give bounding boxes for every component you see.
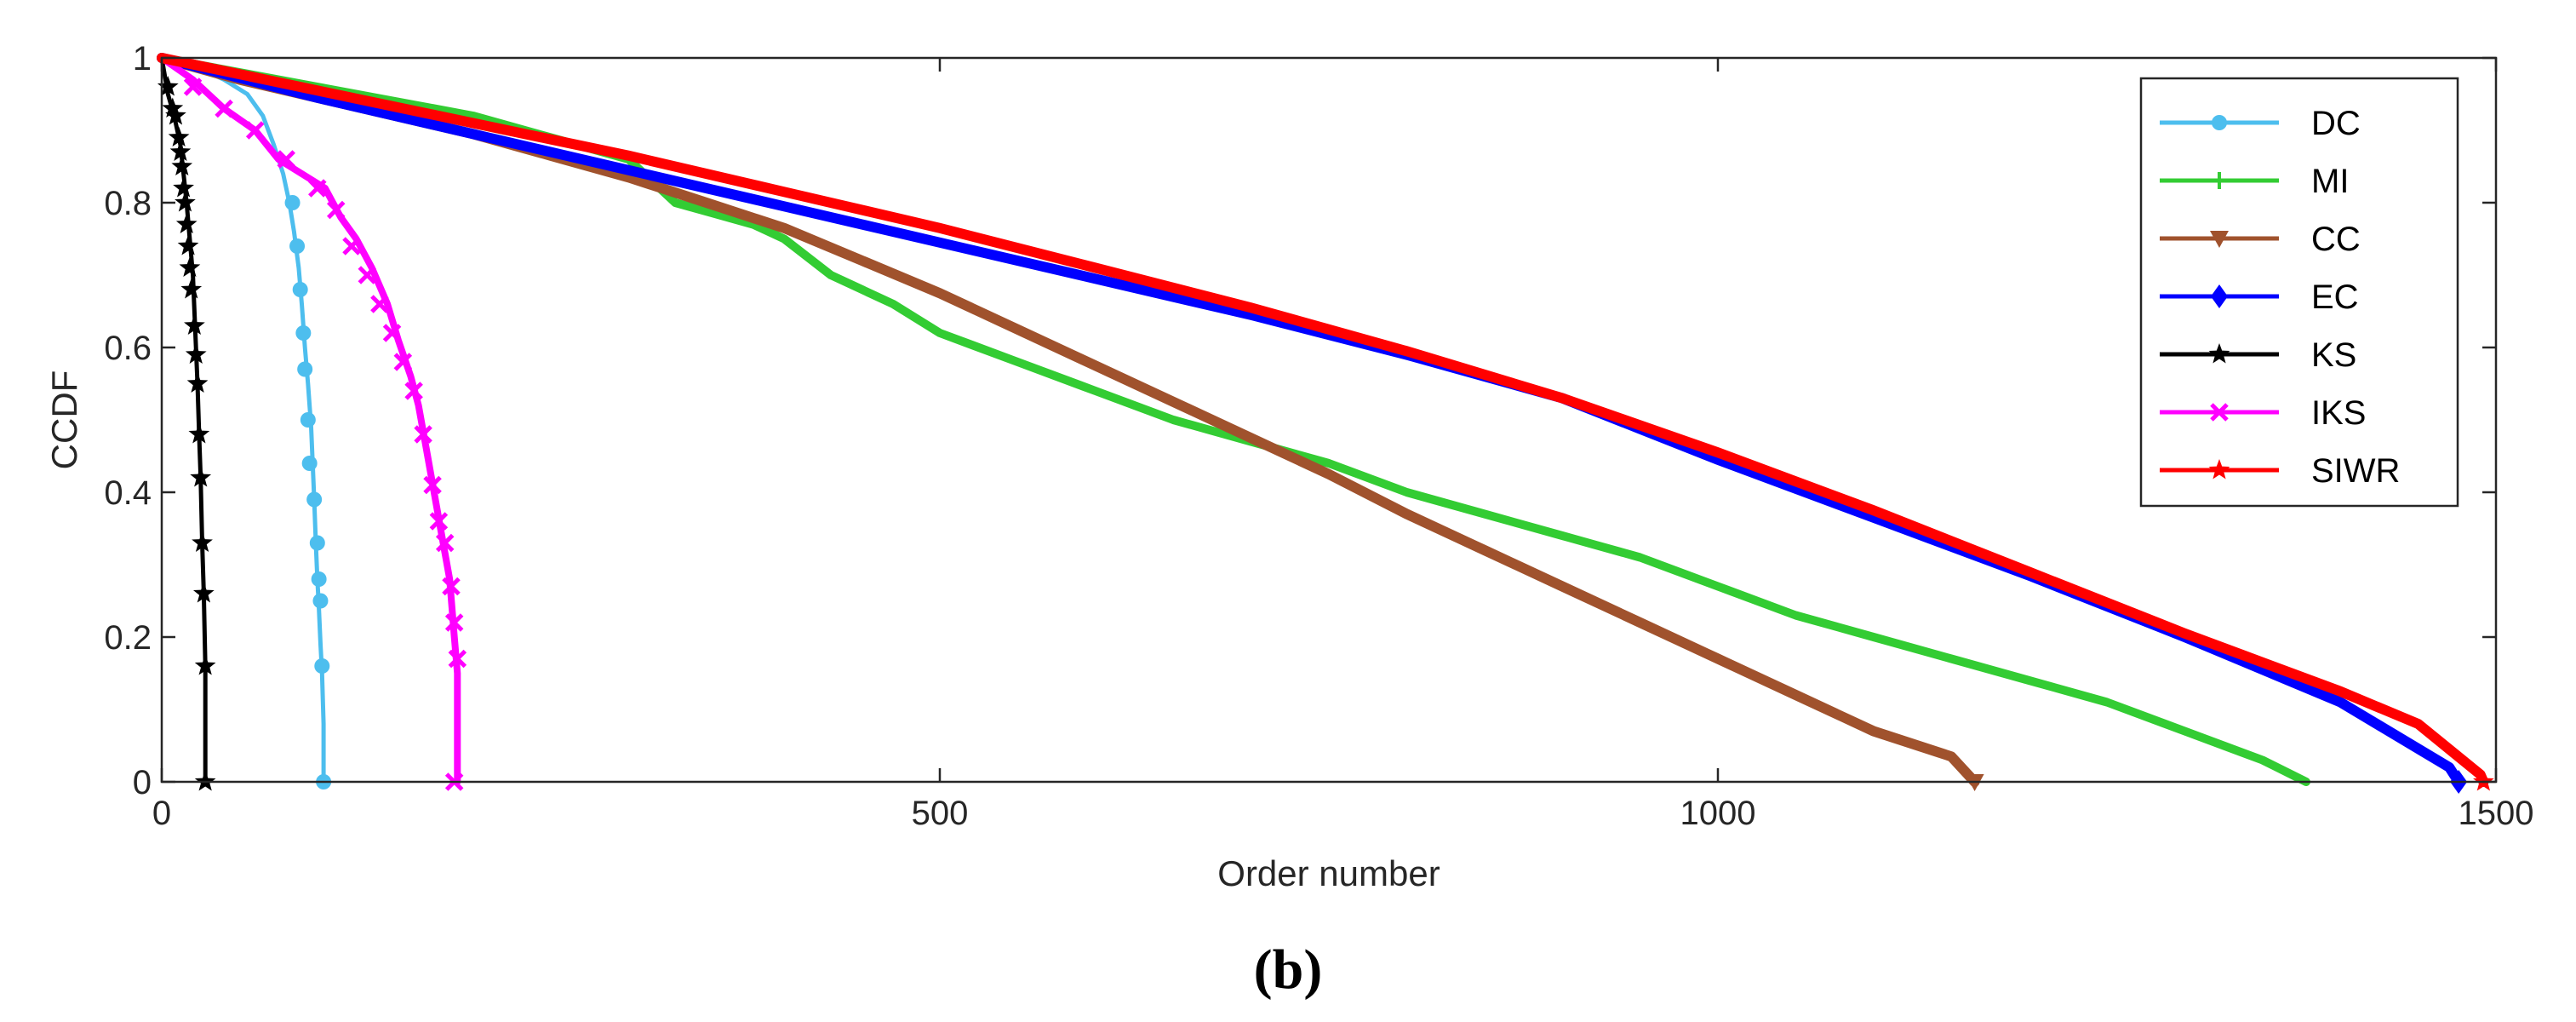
series-marker-iks	[326, 200, 346, 220]
series-marker-dc	[314, 658, 330, 674]
y-tick-label: 0.8	[104, 185, 152, 222]
series-marker-iks	[414, 425, 432, 444]
series-marker-dc	[312, 593, 329, 609]
series-line-iks	[158, 55, 461, 785]
figure-caption: (b)	[1254, 939, 1323, 1001]
x-tick-label: 500	[912, 795, 969, 832]
legend-entry-mi: MI	[2160, 163, 2349, 200]
series-marker-iks	[245, 121, 265, 140]
series-marker-iks	[435, 533, 455, 553]
series-marker-iks	[382, 324, 402, 342]
plot-background	[162, 58, 2496, 782]
axes-box	[160, 56, 2498, 784]
series-marker-dc	[292, 282, 308, 297]
legend-entry-siwr: SIWR	[2160, 452, 2400, 490]
series-marker-dc	[300, 412, 316, 428]
series-marker-iks	[277, 150, 296, 169]
series-marker-iks	[442, 577, 461, 596]
series-marker-ks	[177, 235, 199, 256]
series-marker-dc	[301, 456, 318, 471]
series-marker-iks	[429, 512, 449, 531]
series-marker-iks	[423, 475, 442, 495]
legend-marker-siwr	[2208, 459, 2230, 479]
series-marker-ks	[162, 97, 184, 118]
legend-label-siwr: SIWR	[2311, 452, 2400, 490]
y-axis-title: CCDF	[44, 370, 84, 470]
series-marker-dc	[311, 571, 327, 587]
y-tick-label: 0	[133, 764, 152, 801]
axes-layer: 0 500 1000 1500 0 0.2 0.4 0.6 0.8 1	[104, 40, 2533, 832]
legend-marker-ec	[2211, 284, 2228, 308]
legend-label-mi: MI	[2311, 163, 2349, 200]
legend-marker-iks	[2210, 403, 2229, 422]
legend-entry-ec: EC	[2160, 278, 2359, 316]
legend-entry-cc: CC	[2160, 221, 2361, 258]
legend-label-dc: DC	[2311, 105, 2361, 142]
series-marker-iks	[393, 353, 413, 371]
series-marker-ks	[169, 141, 192, 161]
series-marker-ks	[168, 126, 190, 146]
series-layer	[157, 53, 2494, 794]
legend-label-ec: EC	[2311, 278, 2359, 316]
series-marker-iks	[370, 295, 389, 313]
series-marker-ks	[193, 583, 215, 603]
series-marker-ks	[184, 314, 205, 335]
series-marker-ks	[190, 467, 212, 487]
y-tick-label: 0.4	[104, 474, 152, 512]
series-marker-ks	[175, 213, 197, 233]
legend-label-cc: CC	[2311, 221, 2361, 258]
x-tick-label: 1500	[2459, 795, 2534, 832]
x-tick-label: 1000	[1680, 795, 1756, 832]
legend-label-iks: IKS	[2311, 394, 2366, 432]
series-marker-ks	[192, 531, 213, 552]
y-tick-label: 0.2	[104, 619, 152, 657]
series-marker-dc	[306, 491, 323, 508]
series-marker-ks	[165, 105, 186, 125]
legend-marker-mi	[2211, 172, 2228, 189]
series-marker-ks	[173, 177, 194, 198]
series-marker-iks	[308, 179, 327, 198]
series-marker-iks	[444, 613, 464, 632]
series-marker-ks	[185, 343, 207, 364]
series-marker-dc	[284, 195, 301, 210]
series-marker-dc	[297, 361, 313, 377]
series-marker-ks	[188, 423, 210, 444]
series-marker-ks	[175, 192, 196, 212]
series-marker-ks	[180, 278, 203, 299]
legend: DC MI CC EC KS IKS SIWR	[2139, 77, 2459, 508]
x-axis-title: Order number	[1217, 853, 1440, 893]
legend-entry-dc: DC	[2160, 105, 2361, 142]
series-marker-ks	[171, 155, 193, 175]
legend-entry-iks: IKS	[2160, 394, 2366, 432]
y-tick-label: 1	[133, 40, 152, 78]
series-dc	[159, 55, 332, 789]
series-line-dc	[159, 55, 326, 784]
x-tick-label: 0	[152, 795, 171, 832]
legend-entry-ks: KS	[2160, 336, 2356, 374]
series-iks	[158, 55, 467, 791]
y-tick-label: 0.6	[104, 330, 152, 367]
legend-label-ks: KS	[2311, 336, 2356, 374]
series-marker-ks	[194, 655, 216, 675]
series-marker-ks	[186, 372, 209, 393]
series-marker-iks	[183, 78, 203, 96]
legend-box	[2139, 77, 2459, 508]
series-marker-iks	[215, 99, 233, 118]
series-marker-iks	[448, 649, 467, 669]
legend-marker-ks	[2208, 343, 2230, 364]
series-marker-dc	[289, 238, 306, 254]
series-marker-ks	[179, 256, 201, 277]
series-marker-dc	[295, 325, 312, 341]
legend-marker-dc	[2212, 115, 2227, 130]
series-line-siwr	[157, 53, 2489, 787]
legend-marker-cc	[2210, 231, 2229, 248]
series-marker-iks	[404, 382, 423, 400]
series-marker-ks	[157, 76, 179, 96]
series-marker-iks	[358, 266, 377, 284]
series-marker-iks	[342, 237, 361, 256]
series-marker-dc	[309, 535, 325, 551]
